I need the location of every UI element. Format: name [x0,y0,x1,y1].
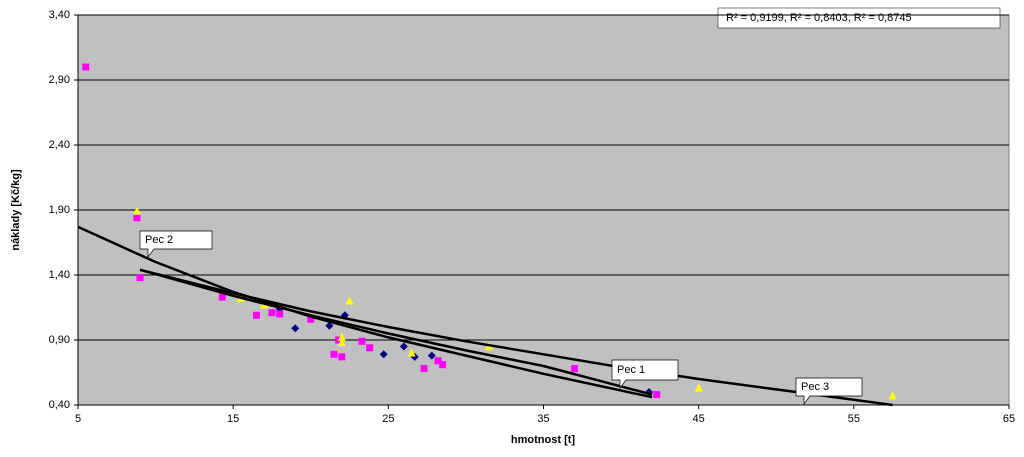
point [337,332,346,341]
y-tick-label: 1,90 [49,204,70,216]
y-tick-label: 2,90 [49,74,70,86]
point [434,357,442,365]
annotation: R² = 0,9199, R² = 0,8403, R² = 0,8745 [726,12,912,24]
point [133,214,141,222]
point [218,293,226,301]
point [307,315,315,323]
x-tick-label: 5 [75,413,81,425]
point [252,311,260,319]
point [379,350,388,359]
y-tick-label: 3,40 [49,9,70,21]
point [420,365,428,373]
x-tick-label: 65 [1003,413,1015,425]
point [358,337,366,345]
x-tick-label: 25 [382,413,394,425]
point [407,348,416,357]
callout-label: Pec 1 [617,364,645,376]
x-tick-label: 15 [227,413,239,425]
point [276,310,284,318]
callout-label: Pec 3 [801,381,829,393]
point [345,296,354,305]
point [571,365,579,373]
callout-box [795,377,863,406]
y-axis-title: náklady [Kč/kg] [10,169,22,251]
point [399,342,408,351]
point [330,350,338,358]
annotation-box [717,7,1001,29]
point [132,206,141,215]
point [366,344,374,352]
callout-box [611,359,679,390]
point [653,391,661,399]
point [337,338,346,347]
point [888,391,897,400]
point [268,309,276,317]
point [439,361,447,369]
x-tick-label: 55 [848,413,860,425]
point [136,274,144,282]
point [338,353,346,361]
point [291,324,300,333]
point [82,63,90,71]
trendline [139,268,893,407]
callout-label: Pec 2 [145,234,173,246]
callout-box [139,230,213,259]
trendline [139,268,653,396]
y-tick-label: 2,40 [49,139,70,151]
point [694,383,703,392]
y-tick-label: 0,90 [49,334,70,346]
trendline [77,225,653,399]
x-tick-label: 35 [537,413,549,425]
y-tick-label: 0,40 [49,399,70,411]
point [325,321,334,330]
y-tick-label: 1,40 [49,269,70,281]
point [427,351,436,360]
x-axis-title: hmotnost [t] [511,434,575,446]
x-tick-label: 45 [693,413,705,425]
